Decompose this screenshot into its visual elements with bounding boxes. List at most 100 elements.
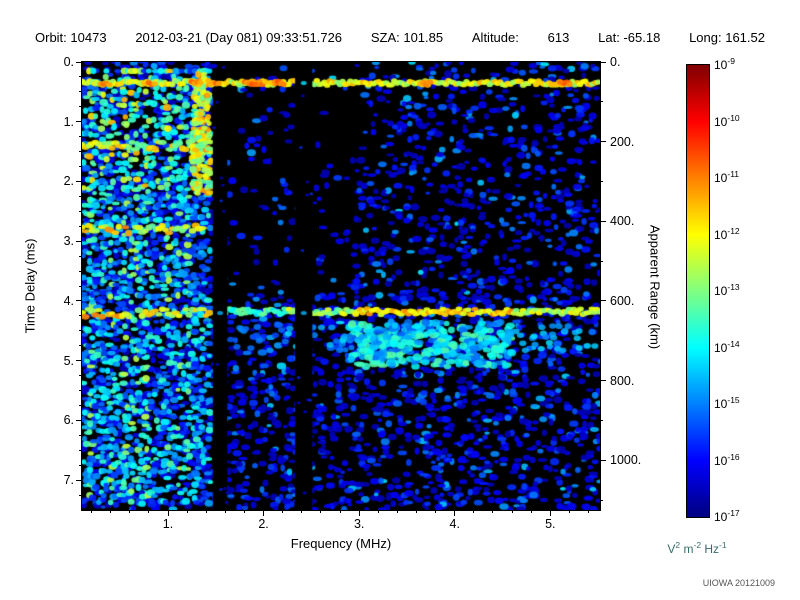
sza-readout: SZA: 101.85 [370, 30, 444, 45]
y-axis-minor-tick [79, 270, 82, 272]
y-axis-minor-tick [79, 151, 82, 153]
y2-axis-minor-tick [600, 419, 603, 421]
x-axis-minor-tick [301, 510, 303, 513]
colorbar-tick-label: 10-11 [714, 169, 740, 185]
x-axis-minor-tick [129, 510, 131, 513]
latitude-readout: Lat: -65.18 [598, 30, 661, 45]
y2-axis-tick [600, 459, 606, 461]
x-axis-tick [549, 510, 551, 516]
y-axis-tick-label: 1. [63, 114, 74, 129]
y2-axis-minor-tick [600, 499, 603, 501]
x-axis-tick [263, 510, 265, 516]
y2-axis-tick-label: 800. [610, 373, 635, 388]
colorbar-tick-label: 10-12 [714, 225, 740, 242]
y-axis-minor-tick [79, 494, 82, 496]
x-axis-minor-tick [186, 510, 188, 513]
y-axis-minor-tick [79, 76, 82, 78]
y2-axis-tick-label: 200. [610, 134, 635, 149]
y-axis-minor-tick [79, 315, 82, 317]
y-axis-tick-label: 6. [63, 413, 74, 428]
y2-axis-tick [600, 220, 606, 222]
y-axis-minor-tick [79, 166, 82, 168]
y-axis-minor-tick [79, 345, 82, 347]
x-axis-tick-label: 3. [353, 517, 365, 531]
y-axis-tick-label: 4. [63, 293, 74, 308]
y-axis-tick [76, 479, 82, 481]
y2-axis-tick [600, 380, 606, 382]
y-axis-tick [76, 419, 82, 421]
orbit-readout: Orbit: 10473 [35, 30, 107, 45]
y-axis-label: Time Delay (ms) [22, 238, 38, 334]
y-axis-tick [76, 360, 82, 362]
spectrogram-canvas [82, 62, 600, 510]
y-axis-minor-tick [79, 91, 82, 93]
y-axis-minor-tick [79, 404, 82, 406]
y2-axis-tick [600, 141, 606, 143]
altitude-label: Altitude: [471, 30, 519, 45]
x-axis-minor-tick [110, 510, 112, 513]
x-axis-minor-tick [377, 510, 379, 513]
colorbar-tick-label: 10-9 [714, 56, 735, 72]
colorbar-tick-label: 10-13 [714, 282, 740, 298]
y2-axis-tick [600, 61, 606, 63]
y2-axis-tick-label: 600. [610, 293, 635, 308]
colorbar-tick-label: 10-10 [714, 112, 740, 129]
colorbar-tick-label: 10-17 [714, 508, 740, 524]
x-axis-minor-tick [205, 510, 207, 513]
y-axis-tick-label: 5. [63, 353, 74, 368]
y-axis-tick-label: 0. [63, 55, 74, 69]
x-axis-tick-label: 2. [258, 517, 269, 531]
x-axis-tick [454, 510, 456, 516]
y-axis-tick-label: 3. [63, 234, 74, 249]
x-axis-tick [167, 510, 169, 516]
x-axis-minor-tick [396, 510, 398, 513]
y2-axis-tick [600, 300, 606, 302]
credit-text: UIOWA 20121009 [702, 578, 775, 588]
y-axis-minor-tick [79, 330, 82, 332]
y-axis-minor-tick [79, 106, 82, 108]
x-axis-minor-tick [473, 510, 475, 513]
x-axis-minor-tick [568, 510, 570, 513]
y-axis-minor-tick [79, 375, 82, 377]
y-axis-tick [76, 240, 82, 242]
x-axis-minor-tick [530, 510, 532, 513]
x-axis-label: Frequency (MHz) [290, 536, 392, 551]
colorbar-tick-label: 10-15 [714, 395, 740, 411]
x-axis-minor-tick [435, 510, 437, 513]
y2-axis-tick-label: 1000. [610, 453, 642, 468]
x-axis-minor-tick [416, 510, 417, 513]
longitude-readout: Long: 161.52 [689, 30, 765, 45]
y2-axis-minor-tick [600, 340, 603, 342]
x-axis-minor-tick [148, 510, 150, 513]
x-axis-minor-tick [511, 510, 513, 513]
colorbar-tick-label: 10-16 [714, 451, 740, 468]
y2-axis-minor-tick [600, 260, 603, 262]
y-axis-tick-label: 2. [63, 174, 74, 189]
x-axis-minor-tick [588, 510, 590, 513]
y2-axis-minor-tick [600, 180, 603, 182]
x-axis-tick-label: 1. [162, 517, 174, 531]
y2-axis-label: Apparent Range (km) [647, 224, 663, 350]
y-axis-minor-tick [79, 255, 82, 257]
y2-axis-tick-label: 400. [610, 214, 635, 229]
x-axis-tick-label: 4. [449, 517, 460, 531]
y2-axis-tick-label: 0. [610, 55, 621, 69]
y-axis-tick-label: 7. [63, 473, 74, 488]
x-axis-minor-tick [91, 510, 93, 513]
y-axis-tick [76, 121, 82, 123]
altitude-value: 613 [547, 30, 570, 45]
x-axis-minor-tick [243, 510, 245, 513]
y-axis-minor-tick [79, 225, 82, 227]
x-axis-minor-tick [320, 510, 322, 513]
spectrogram-plot [81, 61, 601, 511]
y-axis-tick [76, 180, 82, 182]
datetime-readout: 2012-03-21 (Day 081) 09:33:51.726 [135, 30, 343, 45]
x-axis-minor-tick [492, 510, 494, 513]
y-axis-tick [76, 61, 82, 63]
y-axis-minor-tick [79, 434, 82, 436]
y-axis-minor-tick [79, 390, 82, 392]
header-info: Orbit: 10473 2012-03-21 (Day 081) 09:33:… [35, 30, 765, 45]
x-axis-minor-tick [339, 510, 341, 513]
x-axis-tick [358, 510, 360, 516]
y-axis-minor-tick [79, 210, 82, 212]
